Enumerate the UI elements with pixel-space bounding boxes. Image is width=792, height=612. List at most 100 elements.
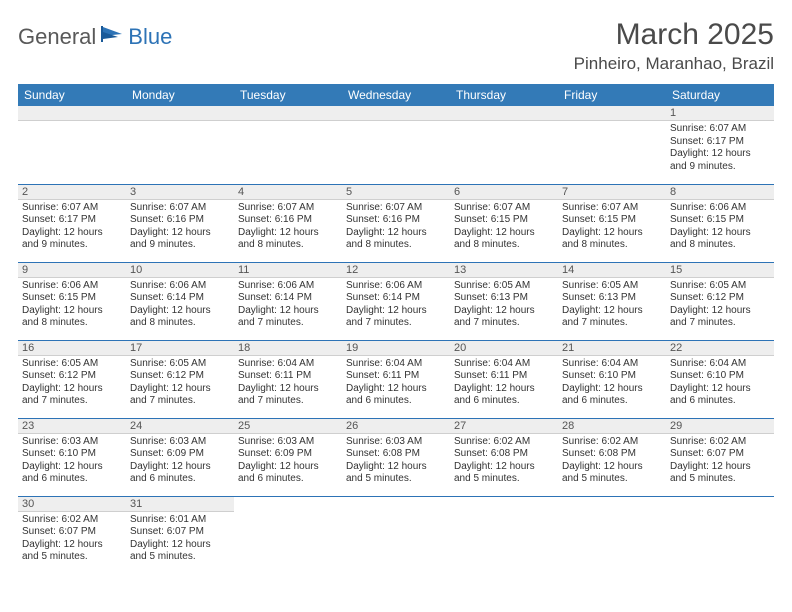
- daylight-text: Daylight: 12 hours: [22, 539, 122, 552]
- sunrise-text: Sunrise: 6:05 AM: [22, 358, 122, 371]
- sunset-text: Sunset: 6:12 PM: [130, 370, 230, 383]
- calendar-day-cell: [558, 496, 666, 574]
- calendar-day-cell: 20Sunrise: 6:04 AMSunset: 6:11 PMDayligh…: [450, 340, 558, 418]
- daylight-text: and 8 minutes.: [454, 239, 554, 252]
- daylight-text: and 7 minutes.: [238, 317, 338, 330]
- day-details: Sunrise: 6:04 AMSunset: 6:11 PMDaylight:…: [450, 356, 558, 411]
- daylight-text: and 7 minutes.: [238, 395, 338, 408]
- weekday-header-row: Sunday Monday Tuesday Wednesday Thursday…: [18, 84, 774, 106]
- calendar-day-cell: [234, 106, 342, 184]
- day-number: 12: [342, 263, 450, 278]
- day-number: 31: [126, 497, 234, 512]
- sunset-text: Sunset: 6:08 PM: [562, 448, 662, 461]
- daylight-text: Daylight: 12 hours: [130, 383, 230, 396]
- sunrise-text: Sunrise: 6:06 AM: [346, 280, 446, 293]
- daylight-text: Daylight: 12 hours: [130, 539, 230, 552]
- sunrise-text: Sunrise: 6:07 AM: [562, 202, 662, 215]
- day-number: 28: [558, 419, 666, 434]
- day-number: 18: [234, 341, 342, 356]
- day-number: 26: [342, 419, 450, 434]
- daylight-text: Daylight: 12 hours: [238, 461, 338, 474]
- day-details: Sunrise: 6:02 AMSunset: 6:08 PMDaylight:…: [450, 434, 558, 489]
- day-number: 29: [666, 419, 774, 434]
- daylight-text: Daylight: 12 hours: [562, 305, 662, 318]
- daylight-text: and 6 minutes.: [130, 473, 230, 486]
- daylight-text: and 7 minutes.: [346, 317, 446, 330]
- daylight-text: and 5 minutes.: [22, 551, 122, 564]
- brand-part2: Blue: [128, 24, 172, 50]
- calendar-day-cell: 11Sunrise: 6:06 AMSunset: 6:14 PMDayligh…: [234, 262, 342, 340]
- daylight-text: and 8 minutes.: [130, 317, 230, 330]
- sunset-text: Sunset: 6:12 PM: [22, 370, 122, 383]
- calendar-day-cell: 10Sunrise: 6:06 AMSunset: 6:14 PMDayligh…: [126, 262, 234, 340]
- daylight-text: and 6 minutes.: [670, 395, 770, 408]
- calendar-day-cell: 7Sunrise: 6:07 AMSunset: 6:15 PMDaylight…: [558, 184, 666, 262]
- daylight-text: and 5 minutes.: [454, 473, 554, 486]
- calendar-day-cell: 13Sunrise: 6:05 AMSunset: 6:13 PMDayligh…: [450, 262, 558, 340]
- weekday-header: Wednesday: [342, 84, 450, 106]
- daylight-text: Daylight: 12 hours: [238, 305, 338, 318]
- day-number: 27: [450, 419, 558, 434]
- calendar-week-row: 30Sunrise: 6:02 AMSunset: 6:07 PMDayligh…: [18, 496, 774, 574]
- sunrise-text: Sunrise: 6:05 AM: [130, 358, 230, 371]
- sunset-text: Sunset: 6:14 PM: [238, 292, 338, 305]
- sunset-text: Sunset: 6:10 PM: [562, 370, 662, 383]
- daylight-text: and 6 minutes.: [22, 473, 122, 486]
- day-number: 11: [234, 263, 342, 278]
- sunset-text: Sunset: 6:09 PM: [238, 448, 338, 461]
- day-number: 1: [666, 106, 774, 121]
- daylight-text: Daylight: 12 hours: [22, 227, 122, 240]
- sunset-text: Sunset: 6:15 PM: [22, 292, 122, 305]
- daylight-text: Daylight: 12 hours: [454, 461, 554, 474]
- daylight-text: and 8 minutes.: [562, 239, 662, 252]
- day-details: Sunrise: 6:04 AMSunset: 6:10 PMDaylight:…: [666, 356, 774, 411]
- sunrise-text: Sunrise: 6:04 AM: [238, 358, 338, 371]
- sunset-text: Sunset: 6:07 PM: [22, 526, 122, 539]
- day-details: Sunrise: 6:02 AMSunset: 6:07 PMDaylight:…: [18, 512, 126, 567]
- daylight-text: and 5 minutes.: [346, 473, 446, 486]
- day-details: Sunrise: 6:07 AMSunset: 6:16 PMDaylight:…: [342, 200, 450, 255]
- calendar-day-cell: 6Sunrise: 6:07 AMSunset: 6:15 PMDaylight…: [450, 184, 558, 262]
- day-details: Sunrise: 6:06 AMSunset: 6:15 PMDaylight:…: [666, 200, 774, 255]
- day-details: Sunrise: 6:06 AMSunset: 6:14 PMDaylight:…: [234, 278, 342, 333]
- calendar-day-cell: 26Sunrise: 6:03 AMSunset: 6:08 PMDayligh…: [342, 418, 450, 496]
- calendar-week-row: 2Sunrise: 6:07 AMSunset: 6:17 PMDaylight…: [18, 184, 774, 262]
- title-block: March 2025 Pinheiro, Maranhao, Brazil: [574, 18, 774, 74]
- day-number: 6: [450, 185, 558, 200]
- day-details: Sunrise: 6:03 AMSunset: 6:09 PMDaylight:…: [234, 434, 342, 489]
- day-details: Sunrise: 6:07 AMSunset: 6:16 PMDaylight:…: [126, 200, 234, 255]
- weekday-header: Monday: [126, 84, 234, 106]
- calendar-day-cell: 23Sunrise: 6:03 AMSunset: 6:10 PMDayligh…: [18, 418, 126, 496]
- sunrise-text: Sunrise: 6:07 AM: [238, 202, 338, 215]
- day-details: Sunrise: 6:04 AMSunset: 6:11 PMDaylight:…: [234, 356, 342, 411]
- sunset-text: Sunset: 6:16 PM: [346, 214, 446, 227]
- daylight-text: and 7 minutes.: [22, 395, 122, 408]
- sunrise-text: Sunrise: 6:07 AM: [454, 202, 554, 215]
- brand-part1: General: [18, 24, 96, 50]
- calendar-day-cell: 5Sunrise: 6:07 AMSunset: 6:16 PMDaylight…: [342, 184, 450, 262]
- day-number: 30: [18, 497, 126, 512]
- day-details: Sunrise: 6:03 AMSunset: 6:09 PMDaylight:…: [126, 434, 234, 489]
- calendar-day-cell: [450, 106, 558, 184]
- day-number: 17: [126, 341, 234, 356]
- sunset-text: Sunset: 6:15 PM: [670, 214, 770, 227]
- day-details: Sunrise: 6:06 AMSunset: 6:14 PMDaylight:…: [126, 278, 234, 333]
- day-number: 16: [18, 341, 126, 356]
- weekday-header: Sunday: [18, 84, 126, 106]
- sunrise-text: Sunrise: 6:05 AM: [670, 280, 770, 293]
- day-number: 25: [234, 419, 342, 434]
- daylight-text: and 7 minutes.: [454, 317, 554, 330]
- sunrise-text: Sunrise: 6:04 AM: [346, 358, 446, 371]
- sunset-text: Sunset: 6:10 PM: [670, 370, 770, 383]
- sunset-text: Sunset: 6:13 PM: [454, 292, 554, 305]
- day-details: Sunrise: 6:01 AMSunset: 6:07 PMDaylight:…: [126, 512, 234, 567]
- location: Pinheiro, Maranhao, Brazil: [574, 54, 774, 74]
- sunrise-text: Sunrise: 6:04 AM: [562, 358, 662, 371]
- daylight-text: and 6 minutes.: [238, 473, 338, 486]
- sunrise-text: Sunrise: 6:07 AM: [130, 202, 230, 215]
- calendar-day-cell: 12Sunrise: 6:06 AMSunset: 6:14 PMDayligh…: [342, 262, 450, 340]
- daylight-text: Daylight: 12 hours: [670, 305, 770, 318]
- sunrise-text: Sunrise: 6:04 AM: [454, 358, 554, 371]
- calendar-day-cell: 8Sunrise: 6:06 AMSunset: 6:15 PMDaylight…: [666, 184, 774, 262]
- sunrise-text: Sunrise: 6:02 AM: [562, 436, 662, 449]
